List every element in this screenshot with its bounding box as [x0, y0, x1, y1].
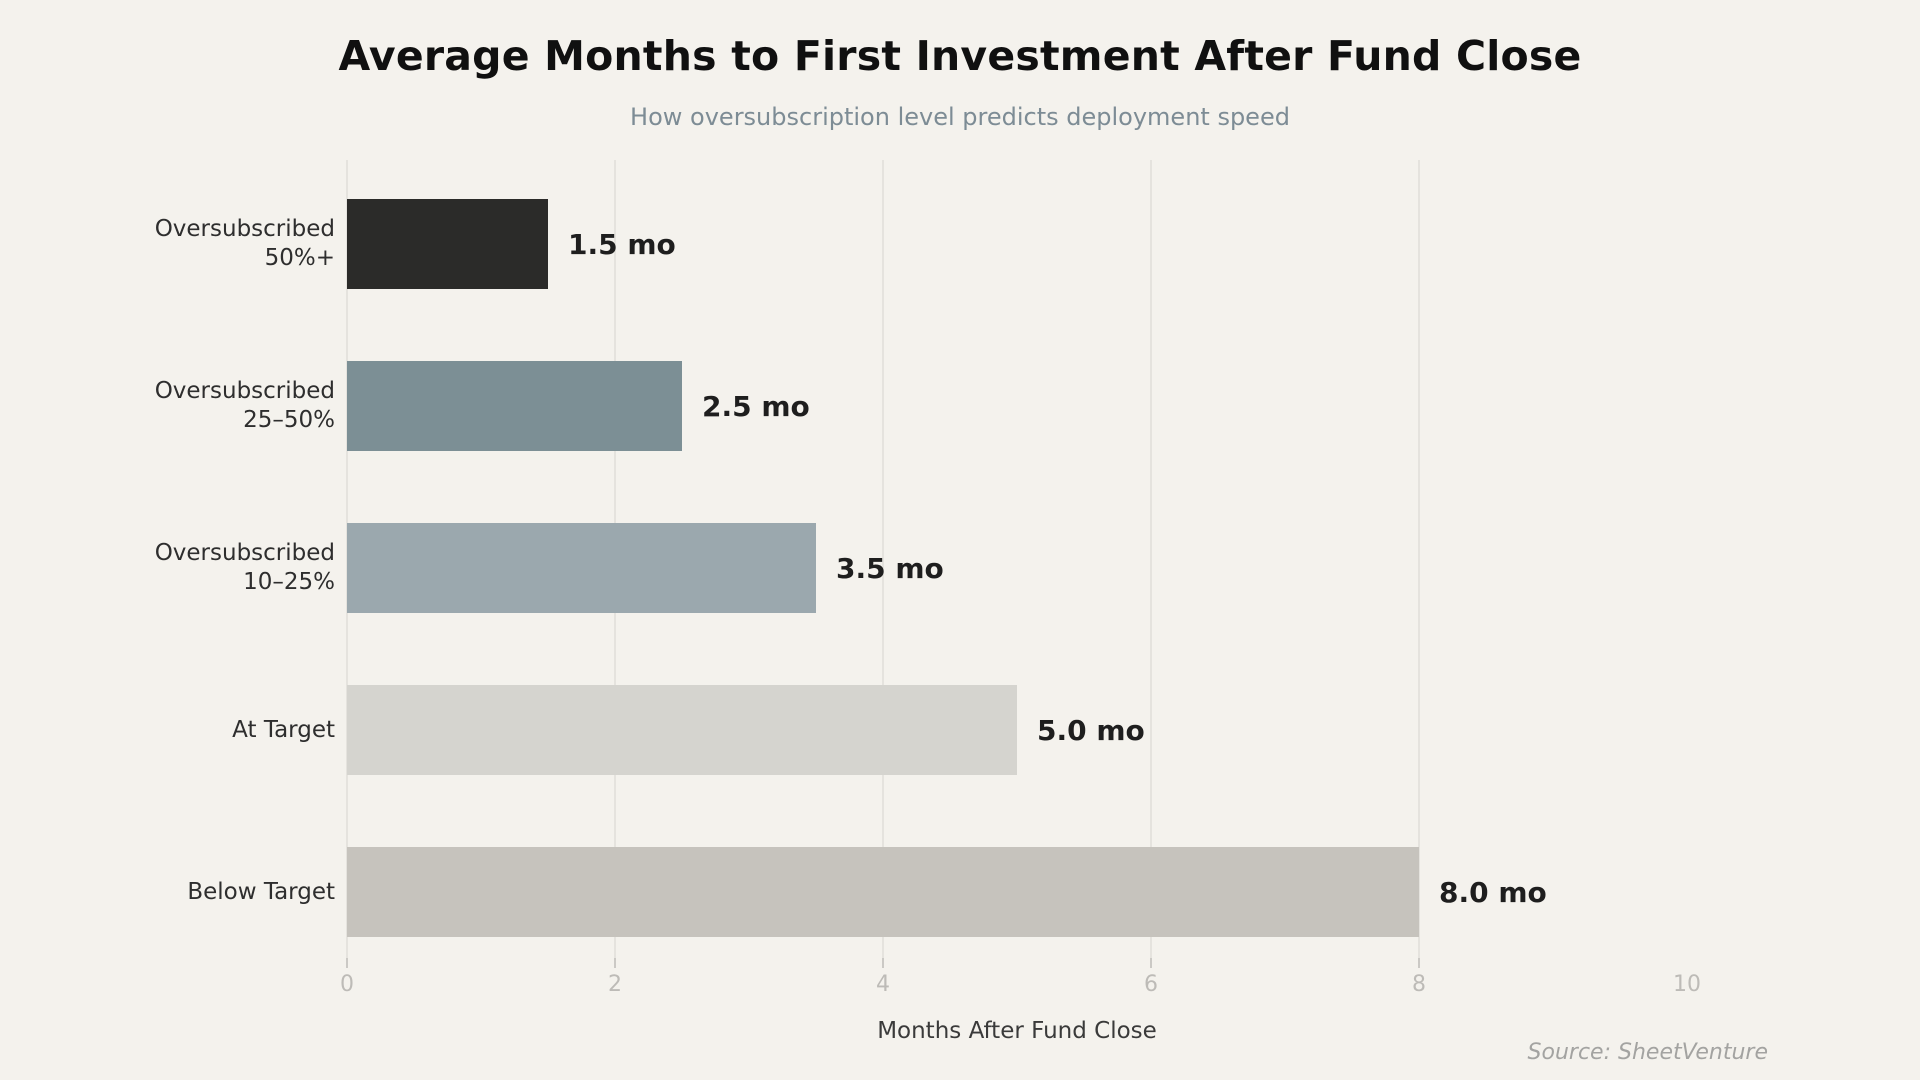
- bar-3: [347, 685, 1017, 775]
- tick-label-0: 0: [340, 972, 354, 997]
- tick-mark-6: [1150, 958, 1152, 968]
- category-label-1: Oversubscribed 25–50%: [154, 378, 335, 433]
- bar-1: [347, 361, 682, 451]
- tick-mark-8: [1418, 958, 1420, 968]
- value-label-3: 5.0 mo: [1037, 713, 1145, 747]
- gridline-x-4: [882, 160, 884, 958]
- tick-label-6: 6: [1144, 972, 1158, 997]
- tick-label-4: 4: [876, 972, 890, 997]
- category-label-3: At Target: [232, 716, 335, 743]
- value-label-4: 8.0 mo: [1439, 875, 1547, 909]
- tick-label-10: 10: [1673, 972, 1701, 997]
- tick-mark-0: [346, 958, 348, 968]
- tick-label-8: 8: [1412, 972, 1426, 997]
- gridline-x-8: [1418, 160, 1420, 958]
- chart-subtitle: How oversubscription level predicts depl…: [630, 103, 1290, 131]
- value-label-2: 3.5 mo: [836, 551, 944, 585]
- tick-mark-4: [882, 958, 884, 968]
- gridline-x-6: [1150, 160, 1152, 958]
- tick-mark-2: [614, 958, 616, 968]
- category-label-4: Below Target: [187, 878, 335, 905]
- bar-0: [347, 199, 548, 289]
- value-label-1: 2.5 mo: [702, 389, 810, 423]
- source-note: Source: SheetVenture: [1527, 1040, 1768, 1065]
- value-label-0: 1.5 mo: [568, 227, 676, 261]
- bar-2: [347, 523, 816, 613]
- plot-area: [346, 160, 1687, 958]
- x-axis-label: Months After Fund Close: [877, 1018, 1157, 1044]
- bar-4: [347, 847, 1419, 937]
- category-label-2: Oversubscribed 10–25%: [154, 540, 335, 595]
- chart-title: Average Months to First Investment After…: [338, 32, 1582, 80]
- tick-label-2: 2: [608, 972, 622, 997]
- category-label-0: Oversubscribed 50%+: [154, 216, 335, 271]
